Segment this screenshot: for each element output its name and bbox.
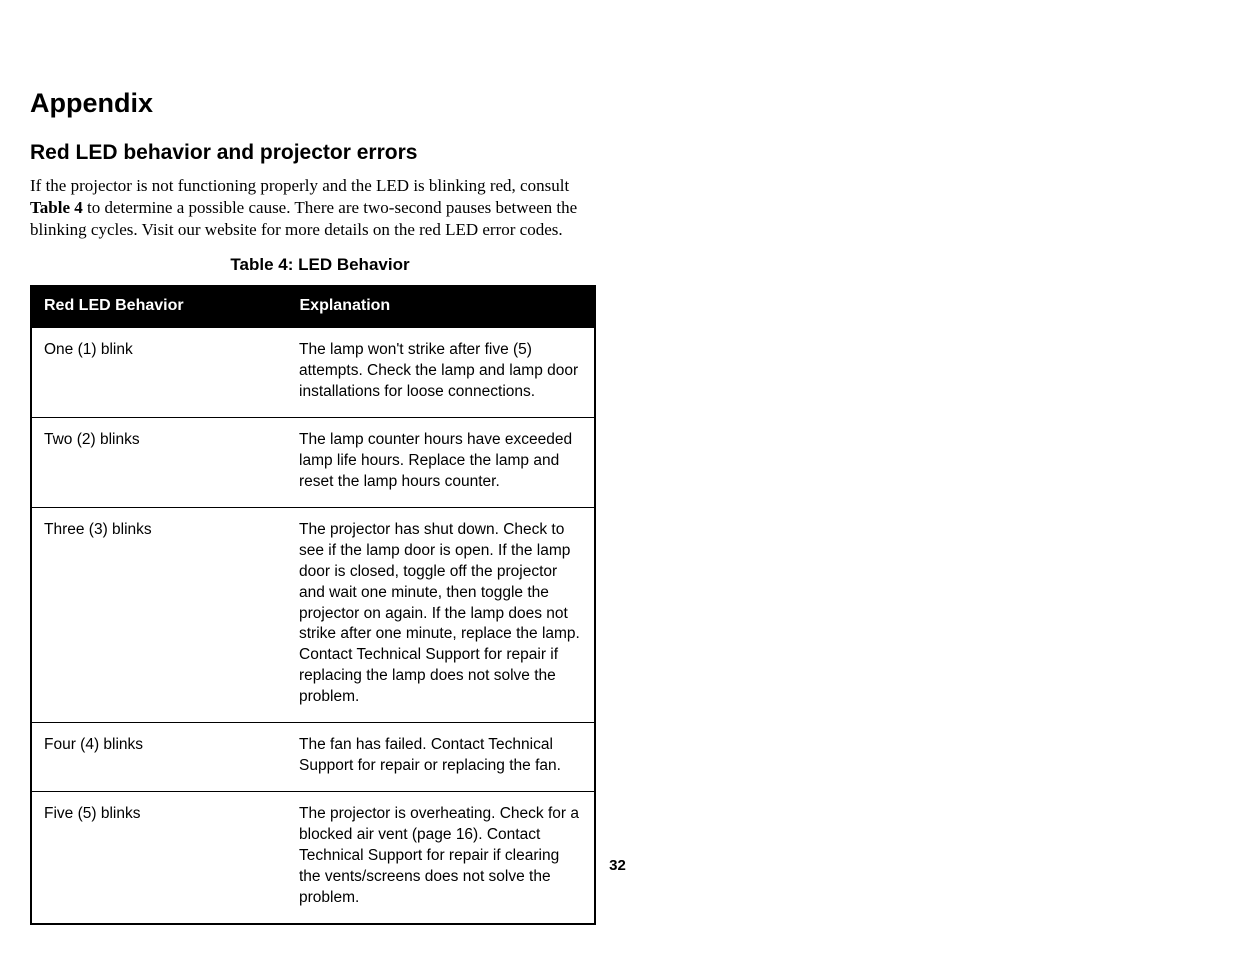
cell-behavior: Four (4) blinks <box>31 723 287 792</box>
page: Appendix Red LED behavior and projector … <box>0 0 1235 954</box>
table-row: Five (5) blinks The projector is overhea… <box>31 791 595 923</box>
table-row: Two (2) blinks The lamp counter hours ha… <box>31 418 595 508</box>
content-column: Appendix Red LED behavior and projector … <box>30 88 610 925</box>
cell-explanation: The projector is overheating. Check for … <box>287 791 595 923</box>
cell-explanation: The lamp counter hours have exceeded lam… <box>287 418 595 508</box>
table-header-row: Red LED Behavior Explanation <box>31 286 595 328</box>
table-row: One (1) blink The lamp won't strike afte… <box>31 328 595 418</box>
led-behavior-table: Red LED Behavior Explanation One (1) bli… <box>30 285 596 924</box>
intro-text-bold: Table 4 <box>30 198 83 217</box>
table-caption: Table 4: LED Behavior <box>30 255 610 275</box>
page-title: Appendix <box>30 88 610 119</box>
table-row: Three (3) blinks The projector has shut … <box>31 507 595 722</box>
page-number: 32 <box>609 857 626 874</box>
cell-behavior: Three (3) blinks <box>31 507 287 722</box>
section-heading: Red LED behavior and projector errors <box>30 141 610 165</box>
cell-behavior: Two (2) blinks <box>31 418 287 508</box>
cell-explanation: The fan has failed. Contact Technical Su… <box>287 723 595 792</box>
intro-text-before: If the projector is not functioning prop… <box>30 176 569 195</box>
cell-behavior: One (1) blink <box>31 328 287 418</box>
intro-paragraph: If the projector is not functioning prop… <box>30 175 610 241</box>
cell-explanation: The lamp won't strike after five (5) att… <box>287 328 595 418</box>
table-row: Four (4) blinks The fan has failed. Cont… <box>31 723 595 792</box>
intro-text-after: to determine a possible cause. There are… <box>30 198 577 239</box>
cell-behavior: Five (5) blinks <box>31 791 287 923</box>
table-header-explanation: Explanation <box>287 286 595 328</box>
cell-explanation: The projector has shut down. Check to se… <box>287 507 595 722</box>
table-header-behavior: Red LED Behavior <box>31 286 287 328</box>
